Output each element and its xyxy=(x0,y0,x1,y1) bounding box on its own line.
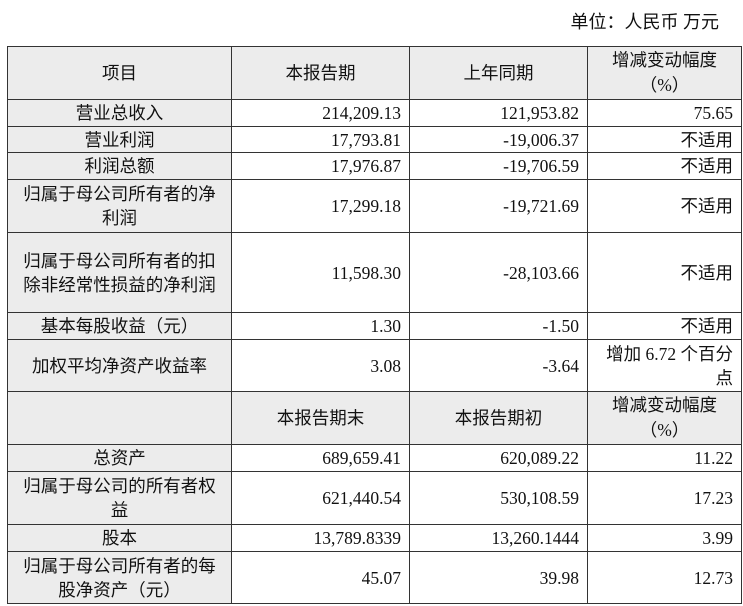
row-label: 营业总收入 xyxy=(7,99,232,127)
table-row: 归属于母公司的所有者权益 621,440.54 530,108.59 17.23 xyxy=(7,471,742,525)
cell-prior: 121,953.82 xyxy=(409,99,588,127)
header-prior: 上年同期 xyxy=(409,46,588,100)
row-label: 总资产 xyxy=(7,444,232,472)
row-label: 股本 xyxy=(7,524,232,552)
cell-change: 17.23 xyxy=(587,471,742,525)
table-row: 归属于母公司所有者的净利润 17,299.18 -19,721.69 不适用 xyxy=(7,179,742,233)
header-row: 项目 本报告期 上年同期 增减变动幅度 （%） xyxy=(7,46,742,100)
header-change-unit: （%） xyxy=(639,75,690,95)
cell-current: 1.30 xyxy=(231,312,410,340)
cell-prior: -3.64 xyxy=(409,339,588,392)
cell-current: 17,299.18 xyxy=(231,179,410,233)
table-row: 股本 13,789.8339 13,260.1444 3.99 xyxy=(7,524,742,552)
cell-prior: -19,706.59 xyxy=(409,152,588,180)
cell-change: 11.22 xyxy=(587,444,742,472)
cell-current: 17,793.81 xyxy=(231,126,410,153)
cell-current: 13,789.8339 xyxy=(231,524,410,552)
cell-current: 11,598.30 xyxy=(231,232,410,313)
header-current: 本报告期 xyxy=(231,46,410,100)
header2-prior: 本报告期初 xyxy=(409,391,588,445)
cell-change: 不适用 xyxy=(587,312,742,340)
cell-current: 621,440.54 xyxy=(231,471,410,525)
cell-change: 75.65 xyxy=(587,99,742,127)
header-change-label: 增减变动幅度 xyxy=(612,50,717,70)
cell-prior: -1.50 xyxy=(409,312,588,340)
row-label: 归属于母公司所有者的净利润 xyxy=(7,179,232,233)
cell-change: 不适用 xyxy=(587,232,742,313)
cell-current: 3.08 xyxy=(231,339,410,392)
row-label: 利润总额 xyxy=(7,152,232,180)
table-row: 基本每股收益（元） 1.30 -1.50 不适用 xyxy=(7,312,742,340)
cell-current: 45.07 xyxy=(231,551,410,604)
cell-prior: -28,103.66 xyxy=(409,232,588,313)
row-label: 加权平均净资产收益率 xyxy=(7,339,232,392)
cell-current: 214,209.13 xyxy=(231,99,410,127)
cell-change: 不适用 xyxy=(587,179,742,233)
cell-change: 3.99 xyxy=(587,524,742,552)
table-row: 总资产 689,659.41 620,089.22 11.22 xyxy=(7,444,742,472)
cell-prior: 530,108.59 xyxy=(409,471,588,525)
row-label: 归属于母公司的所有者权益 xyxy=(7,471,232,525)
cell-prior: 39.98 xyxy=(409,551,588,604)
table-row: 利润总额 17,976.87 -19,706.59 不适用 xyxy=(7,152,742,180)
cell-current: 17,976.87 xyxy=(231,152,410,180)
financial-summary-table: 项目 本报告期 上年同期 增减变动幅度 （%） 营业总收入 214,209.13 12… xyxy=(7,46,742,604)
row-label: 归属于母公司所有者的扣除非经常性损益的净利润 xyxy=(7,232,232,313)
header2-current: 本报告期末 xyxy=(231,391,410,445)
header-change: 增减变动幅度 （%） xyxy=(587,46,742,100)
cell-prior: -19,006.37 xyxy=(409,126,588,153)
table-row: 加权平均净资产收益率 3.08 -3.64 增加 6.72 个百分点 xyxy=(7,339,742,392)
cell-prior: 13,260.1444 xyxy=(409,524,588,552)
header2-change-unit: （%） xyxy=(639,420,690,440)
cell-change: 增加 6.72 个百分点 xyxy=(587,339,742,392)
cell-prior: 620,089.22 xyxy=(409,444,588,472)
header-row-2: 本报告期末 本报告期初 增减变动幅度 （%） xyxy=(7,391,742,445)
table-row: 归属于母公司所有者的每股净资产（元） 45.07 39.98 12.73 xyxy=(7,551,742,604)
table-row: 归属于母公司所有者的扣除非经常性损益的净利润 11,598.30 -28,103.6… xyxy=(7,232,742,313)
cell-current: 689,659.41 xyxy=(231,444,410,472)
header-item: 项目 xyxy=(7,46,232,100)
table-row: 营业总收入 214,209.13 121,953.82 75.65 xyxy=(7,99,742,127)
row-label: 营业利润 xyxy=(7,126,232,153)
cell-change: 12.73 xyxy=(587,551,742,604)
cell-change: 不适用 xyxy=(587,152,742,180)
unit-label: 单位：人民币 万元 xyxy=(570,12,720,32)
cell-prior: -19,721.69 xyxy=(409,179,588,233)
cell-change: 不适用 xyxy=(587,126,742,153)
row-label: 归属于母公司所有者的每股净资产（元） xyxy=(7,551,232,604)
row-label: 基本每股收益（元） xyxy=(7,312,232,340)
table-row: 营业利润 17,793.81 -19,006.37 不适用 xyxy=(7,126,742,153)
header2-change: 增减变动幅度 （%） xyxy=(587,391,742,445)
header2-item xyxy=(7,391,232,445)
header2-change-label: 增减变动幅度 xyxy=(612,395,717,415)
